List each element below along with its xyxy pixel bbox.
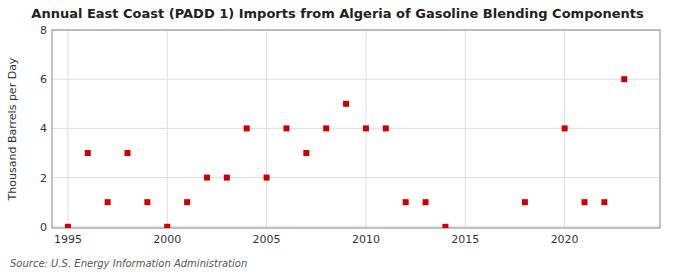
point	[343, 101, 349, 107]
point	[85, 150, 91, 156]
x-tick-label: 2000	[153, 233, 181, 246]
title: Annual East Coast (PADD 1) Imports from …	[31, 6, 644, 21]
point	[105, 199, 111, 205]
point	[244, 125, 250, 131]
point	[283, 125, 289, 131]
x-tick-label: 2020	[551, 233, 579, 246]
x-tick-label: 2010	[352, 233, 380, 246]
y-grid-line	[52, 128, 660, 129]
point	[621, 76, 627, 82]
point	[224, 175, 230, 181]
point	[423, 199, 429, 205]
y-grid-line	[52, 226, 660, 227]
source: Source: U.S. Energy Information Administ…	[10, 258, 247, 269]
chart: 0 2 4 6 8 1995 2000 2005 2010 2015 2020 Annual East…	[0, 0, 675, 275]
x-tick-label: 1995	[54, 233, 82, 246]
y-grid-line	[52, 79, 660, 80]
point	[383, 125, 389, 131]
point	[164, 224, 170, 228]
x-tick-label: 2015	[451, 233, 479, 246]
y-tick-label: 2	[40, 172, 47, 185]
y-grid-line	[52, 177, 660, 178]
point	[144, 199, 150, 205]
plot-frame	[52, 30, 660, 228]
x-tick-label: 2005	[253, 233, 281, 246]
x-grid-line	[67, 30, 68, 228]
point	[204, 175, 210, 181]
y-axis-label: Thousand Barrels per Day	[6, 57, 19, 201]
point	[323, 125, 329, 131]
point	[442, 224, 448, 228]
y-tick-label: 4	[40, 122, 47, 135]
point	[522, 199, 528, 205]
point	[303, 150, 309, 156]
point	[184, 199, 190, 205]
marks	[65, 76, 627, 228]
y-tick-label: 6	[40, 73, 47, 86]
point	[65, 224, 71, 228]
y-tick-label: 0	[40, 221, 47, 234]
point	[403, 199, 409, 205]
point	[601, 199, 607, 205]
x-grid-line	[266, 30, 267, 228]
point	[125, 150, 131, 156]
y-tick-label: 8	[40, 24, 47, 37]
x-grid-line	[167, 30, 168, 228]
point	[363, 125, 369, 131]
x-grid-line	[465, 30, 466, 228]
point	[264, 175, 270, 181]
point	[581, 199, 587, 205]
point	[562, 125, 568, 131]
